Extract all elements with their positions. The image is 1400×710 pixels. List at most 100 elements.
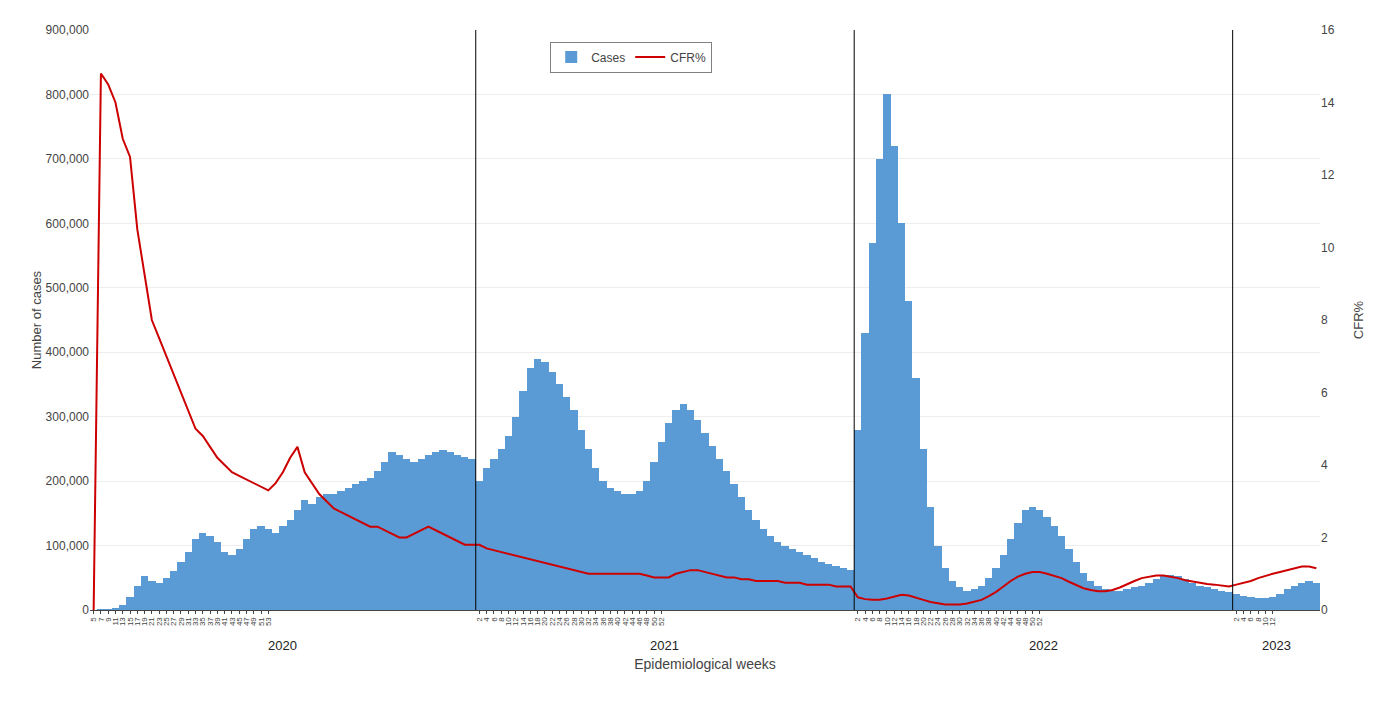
svg-text:37: 37	[206, 617, 215, 626]
svg-text:50: 50	[650, 617, 659, 626]
svg-text:2: 2	[1232, 617, 1241, 622]
svg-text:22: 22	[548, 617, 557, 626]
svg-text:9: 9	[104, 617, 113, 622]
svg-text:31: 31	[184, 617, 193, 626]
svg-text:48: 48	[1021, 617, 1030, 626]
svg-text:16: 16	[526, 617, 535, 626]
svg-text:13: 13	[118, 617, 127, 626]
svg-text:42: 42	[621, 617, 630, 626]
svg-text:44: 44	[628, 617, 637, 626]
svg-text:2: 2	[1321, 531, 1328, 545]
svg-text:44: 44	[1006, 617, 1015, 626]
svg-text:5: 5	[89, 617, 98, 622]
svg-text:24: 24	[934, 617, 943, 626]
svg-text:28: 28	[948, 617, 957, 626]
svg-text:10: 10	[1261, 617, 1270, 626]
svg-text:25: 25	[162, 617, 171, 626]
svg-text:200,000: 200,000	[46, 474, 90, 488]
svg-text:10: 10	[883, 617, 892, 626]
svg-text:8: 8	[1254, 617, 1263, 622]
svg-text:42: 42	[999, 617, 1008, 626]
svg-text:26: 26	[941, 617, 950, 626]
svg-text:2: 2	[853, 617, 862, 622]
svg-text:48: 48	[642, 617, 651, 626]
svg-text:4: 4	[1239, 617, 1248, 622]
svg-text:24: 24	[555, 617, 564, 626]
svg-text:700,000: 700,000	[46, 152, 90, 166]
svg-text:51: 51	[257, 617, 266, 626]
svg-text:18: 18	[912, 617, 921, 626]
svg-text:12: 12	[1268, 617, 1277, 626]
svg-text:10: 10	[504, 617, 513, 626]
svg-text:27: 27	[169, 617, 178, 626]
svg-text:40: 40	[613, 617, 622, 626]
svg-text:Epidemiological weeks: Epidemiological weeks	[634, 656, 776, 672]
svg-text:6: 6	[490, 617, 499, 622]
svg-text:52: 52	[657, 617, 666, 626]
svg-text:12: 12	[890, 617, 899, 626]
svg-text:CFR%: CFR%	[670, 51, 706, 65]
svg-text:10: 10	[1321, 241, 1335, 255]
svg-text:12: 12	[1321, 168, 1335, 182]
svg-text:20: 20	[919, 617, 928, 626]
svg-text:14: 14	[1321, 96, 1335, 110]
svg-text:Number of cases: Number of cases	[29, 270, 44, 369]
svg-text:11: 11	[111, 617, 120, 626]
svg-text:CFR%: CFR%	[1351, 300, 1366, 339]
svg-text:0: 0	[1321, 603, 1328, 617]
svg-text:41: 41	[220, 617, 229, 626]
svg-text:34: 34	[970, 617, 979, 626]
svg-text:Cases: Cases	[591, 51, 625, 65]
svg-text:38: 38	[984, 617, 993, 626]
svg-text:2021: 2021	[650, 638, 679, 653]
svg-text:53: 53	[264, 617, 273, 626]
svg-text:22: 22	[926, 617, 935, 626]
svg-text:49: 49	[249, 617, 258, 626]
svg-text:17: 17	[133, 617, 142, 626]
svg-text:46: 46	[635, 617, 644, 626]
svg-text:30: 30	[955, 617, 964, 626]
svg-text:47: 47	[242, 617, 251, 626]
svg-text:2: 2	[475, 617, 484, 622]
svg-text:50: 50	[1028, 617, 1037, 626]
svg-text:28: 28	[570, 617, 579, 626]
svg-text:30: 30	[577, 617, 586, 626]
svg-text:29: 29	[177, 617, 186, 626]
svg-text:33: 33	[191, 617, 200, 626]
svg-text:38: 38	[606, 617, 615, 626]
svg-text:8: 8	[875, 617, 884, 622]
svg-text:32: 32	[963, 617, 972, 626]
svg-text:500,000: 500,000	[46, 281, 90, 295]
svg-text:2023: 2023	[1262, 638, 1291, 653]
svg-text:100,000: 100,000	[46, 539, 90, 553]
svg-text:2022: 2022	[1029, 638, 1058, 653]
svg-text:8: 8	[1321, 313, 1328, 327]
svg-text:4: 4	[482, 617, 491, 622]
svg-text:0: 0	[82, 603, 89, 617]
svg-text:45: 45	[235, 617, 244, 626]
svg-text:2020: 2020	[268, 638, 297, 653]
svg-text:400,000: 400,000	[46, 345, 90, 359]
svg-text:52: 52	[1035, 617, 1044, 626]
svg-text:20: 20	[540, 617, 549, 626]
svg-text:800,000: 800,000	[46, 88, 90, 102]
svg-text:35: 35	[198, 617, 207, 626]
svg-text:46: 46	[1014, 617, 1023, 626]
svg-text:900,000: 900,000	[46, 23, 90, 37]
svg-text:6: 6	[868, 617, 877, 622]
svg-text:39: 39	[213, 617, 222, 626]
svg-text:600,000: 600,000	[46, 217, 90, 231]
svg-text:15: 15	[126, 617, 135, 626]
svg-text:4: 4	[1321, 458, 1328, 472]
svg-text:21: 21	[147, 617, 156, 626]
svg-text:14: 14	[897, 617, 906, 626]
svg-text:12: 12	[511, 617, 520, 626]
svg-text:36: 36	[599, 617, 608, 626]
svg-text:16: 16	[904, 617, 913, 626]
svg-text:6: 6	[1246, 617, 1255, 622]
svg-text:43: 43	[228, 617, 237, 626]
svg-text:23: 23	[155, 617, 164, 626]
svg-text:19: 19	[140, 617, 149, 626]
svg-text:16: 16	[1321, 23, 1335, 37]
svg-text:36: 36	[977, 617, 986, 626]
